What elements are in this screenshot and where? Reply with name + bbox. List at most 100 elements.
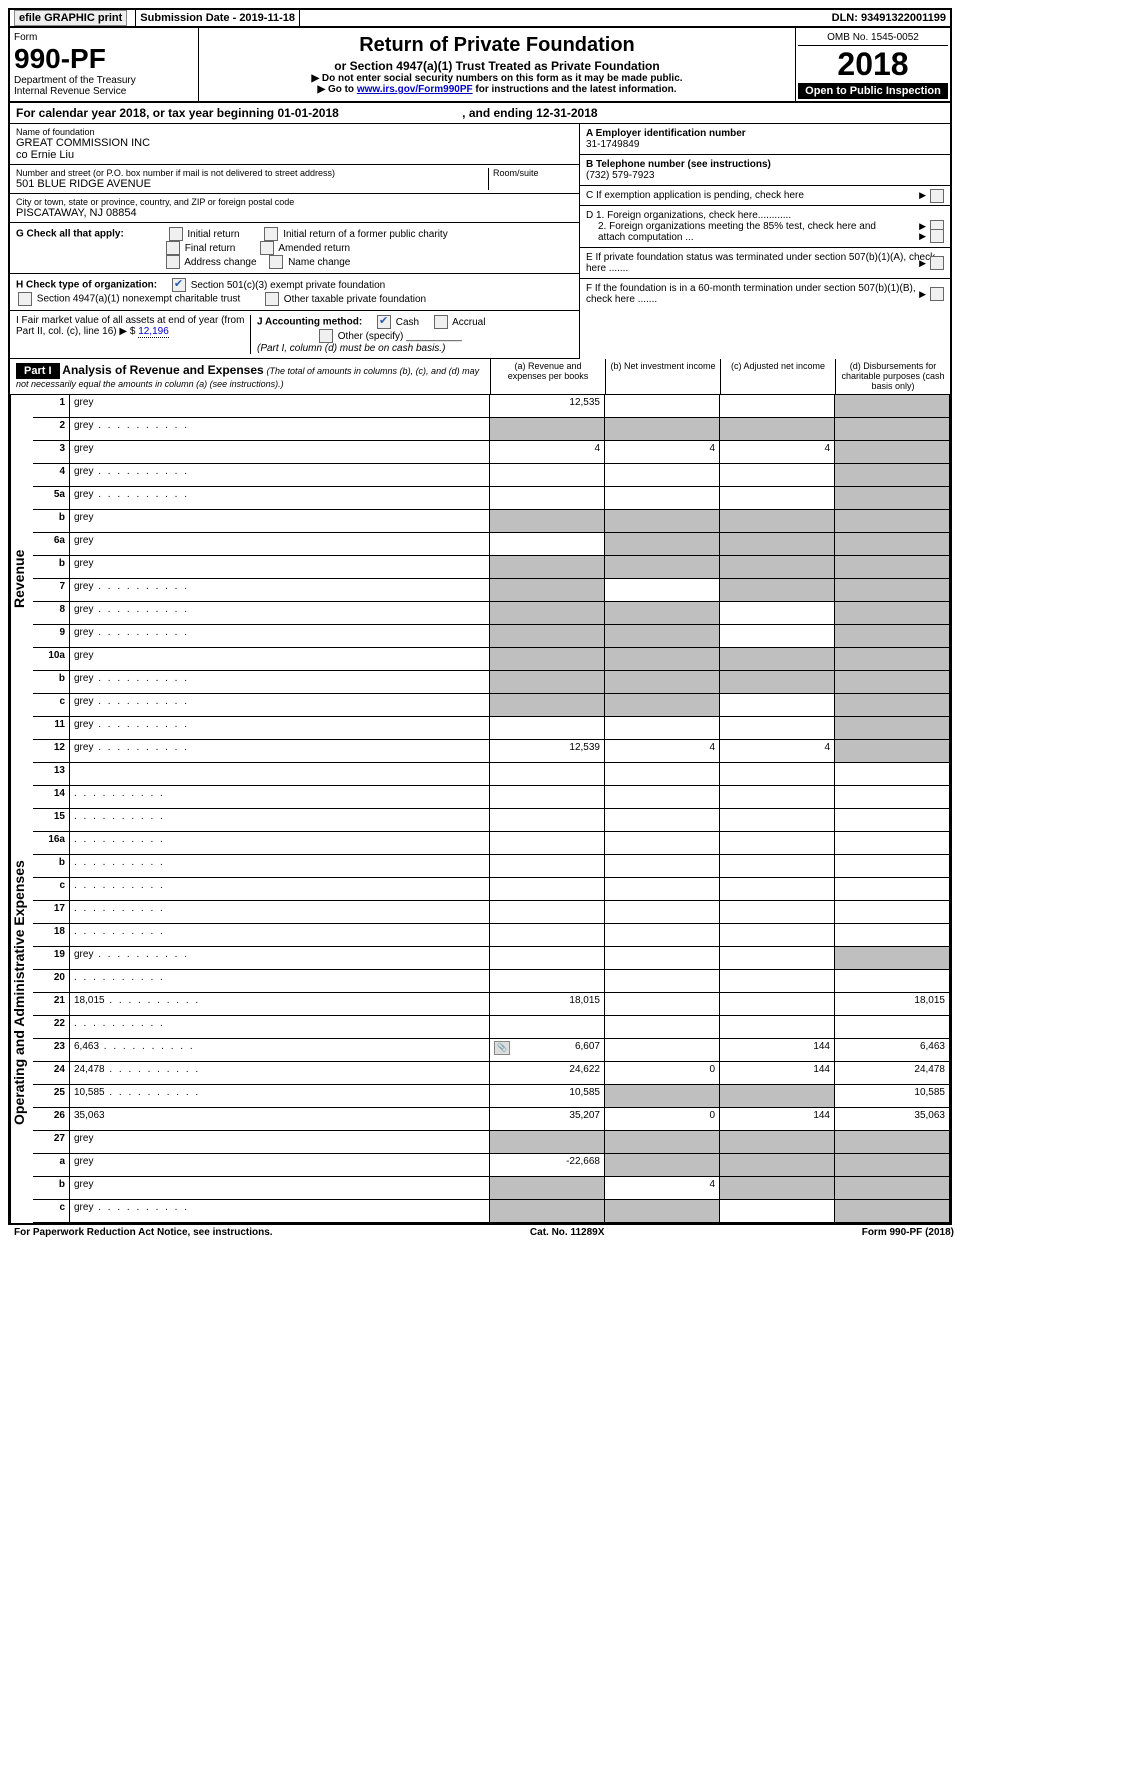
cb-address-change[interactable]: [166, 255, 180, 269]
cb-initial-return[interactable]: [169, 227, 183, 241]
tax-year: 2018: [798, 46, 948, 83]
cb-60month[interactable]: [930, 287, 944, 301]
line-number: c: [33, 694, 70, 717]
line-desc: 24,478: [70, 1062, 490, 1085]
amount-col-c: [720, 602, 835, 625]
phone-value: (732) 579-7923: [586, 170, 654, 181]
amount-col-b: 4: [605, 441, 720, 464]
line-number: 14: [33, 786, 70, 809]
line-number: 21: [33, 993, 70, 1016]
attachment-icon[interactable]: 📎: [494, 1041, 510, 1055]
amount-col-d: [835, 556, 950, 579]
amount-col-a: [490, 602, 605, 625]
amount-col-b: [605, 763, 720, 786]
header-center: Return of Private Foundation or Section …: [199, 28, 795, 101]
amount-col-c: [720, 855, 835, 878]
amount-col-d: [835, 763, 950, 786]
line-desc: grey: [70, 1177, 490, 1200]
cb-amended[interactable]: [260, 241, 274, 255]
line-number: 16a: [33, 832, 70, 855]
cb-501c3[interactable]: [172, 278, 186, 292]
amount-col-a: [490, 464, 605, 487]
amount-col-a: 35,207: [490, 1108, 605, 1131]
amount-col-a: 24,622: [490, 1062, 605, 1085]
amount-col-d: [835, 1131, 950, 1154]
phone-cell: B Telephone number (see instructions) (7…: [580, 155, 950, 186]
line-number: 13: [33, 763, 70, 786]
amount-col-c: [720, 510, 835, 533]
table-row: 15: [33, 809, 950, 832]
cb-status-terminated[interactable]: [930, 256, 944, 270]
amount-col-a: 18,015: [490, 993, 605, 1016]
footer-mid: Cat. No. 11289X: [530, 1227, 604, 1238]
line-number: 2: [33, 418, 70, 441]
cb-cash[interactable]: [377, 315, 391, 329]
line-desc: grey: [70, 740, 490, 763]
amount-col-a: [490, 418, 605, 441]
amount-col-d: 18,015: [835, 993, 950, 1016]
amount-col-d: [835, 878, 950, 901]
table-row: 16a: [33, 832, 950, 855]
amount-col-c: [720, 625, 835, 648]
line-desc: grey: [70, 579, 490, 602]
amount-col-a: [490, 947, 605, 970]
amount-col-b: [605, 878, 720, 901]
cb-4947a1[interactable]: [18, 292, 32, 306]
amount-col-c: [720, 1131, 835, 1154]
amount-col-c: [720, 717, 835, 740]
line-number: b: [33, 510, 70, 533]
amount-col-c: [720, 694, 835, 717]
table-row: 6agrey: [33, 533, 950, 556]
city-state-zip: PISCATAWAY, NJ 08854: [16, 207, 573, 219]
amount-col-c: [720, 1154, 835, 1177]
amount-col-d: [835, 694, 950, 717]
cb-name-change[interactable]: [269, 255, 283, 269]
line-desc: grey: [70, 510, 490, 533]
line-number: 1: [33, 395, 70, 418]
part1-label: Part I: [16, 363, 60, 379]
cb-85pct-test[interactable]: [930, 229, 944, 243]
line-desc: grey: [70, 464, 490, 487]
header-left: Form 990-PF Department of the Treasury I…: [10, 28, 199, 101]
line-number: b: [33, 556, 70, 579]
table-row: cgrey: [33, 1200, 950, 1223]
cb-other-taxable[interactable]: [265, 292, 279, 306]
amount-col-b: [605, 1131, 720, 1154]
amount-col-d: [835, 947, 950, 970]
amount-col-d: [835, 717, 950, 740]
line-desc: grey: [70, 717, 490, 740]
cb-initial-former[interactable]: [264, 227, 278, 241]
line-desc: [70, 855, 490, 878]
amount-col-d: [835, 625, 950, 648]
ein-cell: A Employer identification number 31-1749…: [580, 124, 950, 155]
line-number: 19: [33, 947, 70, 970]
line-desc: [70, 786, 490, 809]
line-desc: grey: [70, 648, 490, 671]
amount-col-a: 10,585: [490, 1085, 605, 1108]
amount-col-b: 0: [605, 1108, 720, 1131]
line-number: 20: [33, 970, 70, 993]
amount-col-a: [490, 901, 605, 924]
expenses-section: Operating and Administrative Expenses 13…: [10, 763, 950, 1223]
line-desc: grey: [70, 1154, 490, 1177]
line-desc: [70, 809, 490, 832]
line-desc: 10,585: [70, 1085, 490, 1108]
cb-exemption-pending[interactable]: [930, 189, 944, 203]
department: Department of the Treasury Internal Reve…: [14, 75, 194, 97]
amount-col-b: [605, 579, 720, 602]
cb-other-method[interactable]: [319, 329, 333, 343]
table-row: agrey-22,668: [33, 1154, 950, 1177]
cb-final-return[interactable]: [166, 241, 180, 255]
instructions-link[interactable]: www.irs.gov/Form990PF: [357, 84, 473, 95]
line-number: 27: [33, 1131, 70, 1154]
efile-button[interactable]: efile GRAPHIC print: [14, 10, 127, 26]
amount-col-c: 144: [720, 1039, 835, 1062]
table-row: 8grey: [33, 602, 950, 625]
line-desc: grey: [70, 1200, 490, 1223]
amount-col-b: [605, 602, 720, 625]
table-row: 11grey: [33, 717, 950, 740]
amount-col-c: 4: [720, 441, 835, 464]
page-footer: For Paperwork Reduction Act Notice, see …: [8, 1225, 960, 1240]
amount-col-a: [490, 832, 605, 855]
cb-accrual[interactable]: [434, 315, 448, 329]
